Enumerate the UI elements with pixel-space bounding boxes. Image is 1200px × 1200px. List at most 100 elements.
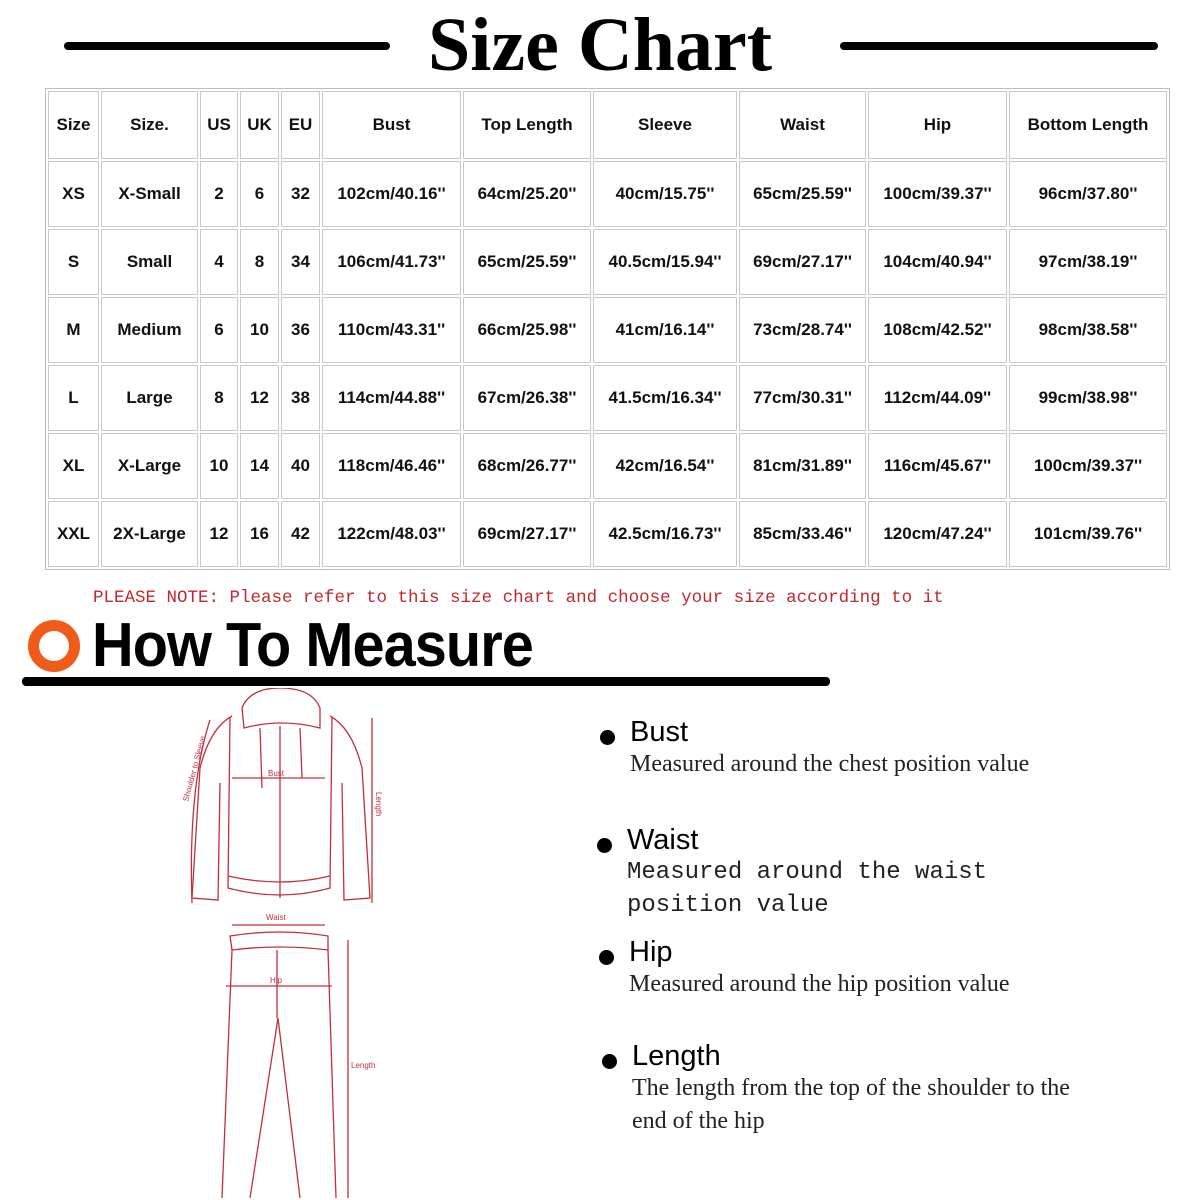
section-rule bbox=[22, 677, 830, 686]
table-cell: 104cm/40.94'' bbox=[868, 229, 1007, 295]
label-waist: Waist bbox=[266, 913, 286, 922]
column-header: Bottom Length bbox=[1009, 91, 1167, 159]
table-row: L Large 8 12 38 114cm/44.88'' 67cm/26.38'' 41.5… bbox=[48, 365, 1167, 431]
table-row: M Medium 6 10 36 110cm/43.31'' 66cm/25.98'' 41c… bbox=[48, 297, 1167, 363]
column-header: UK bbox=[240, 91, 279, 159]
table-cell: 120cm/47.24'' bbox=[868, 501, 1007, 567]
table-cell: 100cm/39.37'' bbox=[1009, 433, 1167, 499]
table-cell: 12 bbox=[240, 365, 279, 431]
table-cell: 41.5cm/16.34'' bbox=[593, 365, 737, 431]
table-cell: 64cm/25.20'' bbox=[463, 161, 591, 227]
table-cell: 108cm/42.52'' bbox=[868, 297, 1007, 363]
table-cell: X-Large bbox=[101, 433, 198, 499]
table-cell: 112cm/44.09'' bbox=[868, 365, 1007, 431]
table-cell: 99cm/38.98'' bbox=[1009, 365, 1167, 431]
table-cell: M bbox=[48, 297, 99, 363]
table-cell: XS bbox=[48, 161, 99, 227]
bullet-icon bbox=[602, 1054, 617, 1069]
table-cell: 42cm/16.54'' bbox=[593, 433, 737, 499]
table-cell: X-Small bbox=[101, 161, 198, 227]
table-cell: 34 bbox=[281, 229, 320, 295]
column-header: Sleeve bbox=[593, 91, 737, 159]
table-cell: 42 bbox=[281, 501, 320, 567]
table-cell: Small bbox=[101, 229, 198, 295]
label-hip: Hip bbox=[270, 976, 283, 985]
title-rule-left bbox=[64, 42, 390, 50]
table-row: XXL 2X-Large 12 16 42 122cm/48.03'' 69cm/27.17… bbox=[48, 501, 1167, 567]
table-cell: 100cm/39.37'' bbox=[868, 161, 1007, 227]
title-rule-right bbox=[840, 42, 1158, 50]
table-cell: Large bbox=[101, 365, 198, 431]
table-cell: 77cm/30.31'' bbox=[739, 365, 866, 431]
measure-label: Hip bbox=[629, 936, 673, 968]
measure-description: The length from the top of the shoulder … bbox=[632, 1075, 1070, 1134]
table-cell: 40.5cm/15.94'' bbox=[593, 229, 737, 295]
table-cell: 122cm/48.03'' bbox=[322, 501, 461, 567]
measure-label: Length bbox=[632, 1040, 721, 1072]
bullet-icon bbox=[599, 950, 614, 965]
bullet-icon bbox=[600, 730, 615, 745]
table-cell: XXL bbox=[48, 501, 99, 567]
table-cell: 96cm/37.80'' bbox=[1009, 161, 1167, 227]
table-cell: 38 bbox=[281, 365, 320, 431]
table-cell: 85cm/33.46'' bbox=[739, 501, 866, 567]
label-top-length: Length bbox=[374, 792, 383, 816]
garment-diagram: Shoulder to Sleeve Bust Length Waist Hip… bbox=[181, 688, 383, 1199]
table-cell: 67cm/26.38'' bbox=[463, 365, 591, 431]
table-cell: 69cm/27.17'' bbox=[463, 501, 591, 567]
column-header: Hip bbox=[868, 91, 1007, 159]
label-bottom-length: Length bbox=[351, 1061, 375, 1070]
column-header: Size. bbox=[101, 91, 198, 159]
table-cell: 114cm/44.88'' bbox=[322, 365, 461, 431]
table-cell: 10 bbox=[240, 297, 279, 363]
hoodie-drawing bbox=[190, 688, 373, 904]
table-cell: 73cm/28.74'' bbox=[739, 297, 866, 363]
measure-description: Measured around the hip position value bbox=[629, 971, 1010, 997]
page-title: Size Chart bbox=[427, 3, 773, 87]
table-cell: 2 bbox=[200, 161, 238, 227]
table-cell: 40cm/15.75'' bbox=[593, 161, 737, 227]
column-header: Top Length bbox=[463, 91, 591, 159]
table-cell: L bbox=[48, 365, 99, 431]
table-row: S Small 4 8 34 106cm/41.73'' 65cm/25.59'' 40.5c… bbox=[48, 229, 1167, 295]
table-cell: 36 bbox=[281, 297, 320, 363]
orange-ring-icon bbox=[28, 620, 80, 672]
measure-label: Waist bbox=[627, 824, 699, 856]
measure-description: Measured around the waist position value bbox=[627, 859, 988, 919]
table-cell: 68cm/26.77'' bbox=[463, 433, 591, 499]
column-header: Size bbox=[48, 91, 99, 159]
bullet-icon bbox=[597, 838, 612, 853]
table-cell: 81cm/31.89'' bbox=[739, 433, 866, 499]
table-cell: 6 bbox=[200, 297, 238, 363]
table-cell: S bbox=[48, 229, 99, 295]
table-cell: 8 bbox=[200, 365, 238, 431]
table-cell: 14 bbox=[240, 433, 279, 499]
column-header: US bbox=[200, 91, 238, 159]
table-cell: 2X-Large bbox=[101, 501, 198, 567]
table-cell: 102cm/40.16'' bbox=[322, 161, 461, 227]
table-cell: 10 bbox=[200, 433, 238, 499]
label-shoulder-to-sleeve: Shoulder to Sleeve bbox=[181, 734, 207, 802]
measure-label: Bust bbox=[630, 716, 689, 748]
table-cell: 42.5cm/16.73'' bbox=[593, 501, 737, 567]
table-cell: 110cm/43.31'' bbox=[322, 297, 461, 363]
table-cell: 106cm/41.73'' bbox=[322, 229, 461, 295]
table-cell: 101cm/39.76'' bbox=[1009, 501, 1167, 567]
table-cell: 98cm/38.58'' bbox=[1009, 297, 1167, 363]
table-row: XS X-Small 2 6 32 102cm/40.16'' 64cm/25.20'' 40… bbox=[48, 161, 1167, 227]
table-cell: 66cm/25.98'' bbox=[463, 297, 591, 363]
table-row: XL X-Large 10 14 40 118cm/46.46'' 68cm/26.77''… bbox=[48, 433, 1167, 499]
table-cell: 97cm/38.19'' bbox=[1009, 229, 1167, 295]
pants-drawing bbox=[221, 924, 349, 1199]
table-cell: 118cm/46.46'' bbox=[322, 433, 461, 499]
label-bust: Bust bbox=[268, 769, 285, 778]
table-cell: 6 bbox=[240, 161, 279, 227]
how-to-measure-title: How To Measure bbox=[92, 611, 534, 680]
table-cell: XL bbox=[48, 433, 99, 499]
table-cell: 8 bbox=[240, 229, 279, 295]
size-table: Size Size. US UK EU Bust Top Length Sleeve Waist… bbox=[45, 88, 1170, 570]
table-cell: 65cm/25.59'' bbox=[739, 161, 866, 227]
table-cell: 116cm/45.67'' bbox=[868, 433, 1007, 499]
table-cell: 41cm/16.14'' bbox=[593, 297, 737, 363]
measure-description: Measured around the chest position value bbox=[630, 751, 1030, 777]
